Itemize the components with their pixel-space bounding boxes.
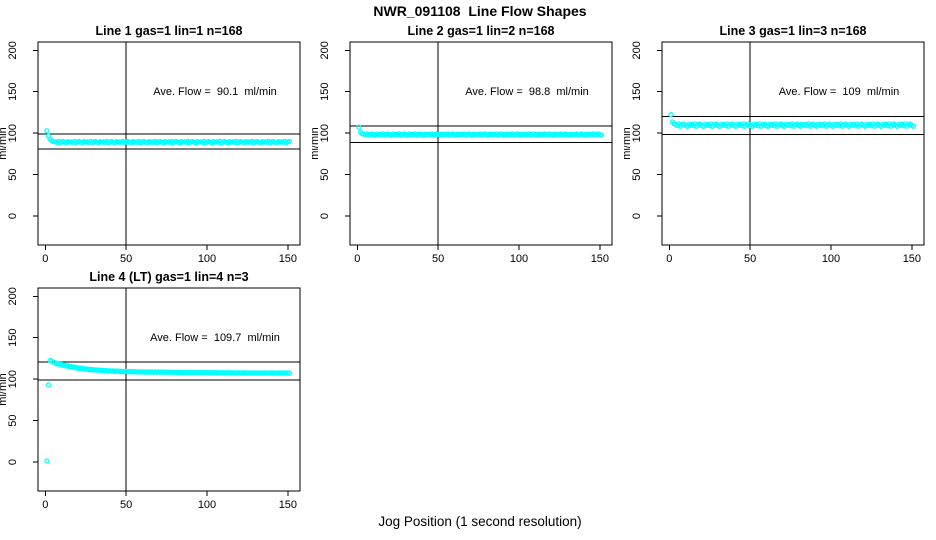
y-tick-label: 50 [631,168,643,180]
x-tick-label: 0 [42,253,48,265]
y-tick-label: 50 [7,414,19,426]
x-tick-label: 150 [903,253,921,265]
x-tick-label: 100 [510,253,528,265]
x-tick-label: 50 [744,253,756,265]
y-tick-label: 200 [7,287,19,305]
panel-title: Line 1 gas=1 lin=1 n=168 [95,24,243,38]
x-tick-label: 150 [279,499,297,511]
y-axis-label: ml/min [0,373,9,405]
axis-labels: 0 50 100 150 0 50 100 150 200 ml/min [0,41,297,265]
ave-flow-annotation: Ave. Flow = 109.7 ml/min [150,332,280,344]
y-axis-label: ml/min [312,127,321,159]
y-tick-label: 0 [319,213,331,219]
y-tick-label: 100 [7,124,19,142]
data-points [44,128,293,146]
y-tick-label: 100 [319,124,331,142]
figure-title: NWR_091108 Line Flow Shapes [373,3,587,19]
x-tick-label: 100 [198,253,216,265]
flow-data-point [668,111,674,118]
axes [33,287,301,496]
axes [33,41,301,250]
flow-data-point [45,382,52,388]
x-tick-label: 50 [120,253,132,265]
x-tick-label: 100 [822,253,840,265]
y-tick-label: 150 [7,329,19,347]
panel-line-1: Line 1 gas=1 lin=1 n=168 Ave. Flow = 90.… [0,22,312,270]
data-points [356,124,605,138]
y-tick-label: 200 [631,41,643,59]
x-tick-label: 0 [42,499,48,511]
flow-data-point [44,458,50,464]
panel-title: Line 2 gas=1 lin=2 n=168 [407,24,555,38]
plot-line-3: 0 50 100 150 0 50 100 150 200 ml/min [624,41,925,265]
axis-labels: 0 50 100 150 0 50 100 150 200 ml/min [624,41,921,265]
flow-data-point [286,138,293,145]
plot-line-2: 0 50 100 150 0 50 100 150 200 ml/min [312,41,613,265]
flow-data-point [598,132,605,138]
plot-line-1: 0 50 100 150 0 50 100 150 200 ml/min [0,41,301,265]
y-tick-label: 0 [631,213,643,219]
y-axis-label: ml/min [0,127,9,159]
y-axis-label: ml/min [624,127,633,159]
x-tick-label: 150 [279,253,297,265]
y-tick-label: 50 [7,168,19,180]
figure-xlabel: Jog Position (1 second resolution) [378,514,582,529]
ave-flow-annotation: Ave. Flow = 98.8 ml/min [465,86,589,98]
ave-flow-annotation: Ave. Flow = 109 ml/min [778,86,900,98]
y-tick-label: 150 [319,83,331,101]
y-tick-label: 100 [7,370,19,388]
reference-lines [662,42,924,245]
ave-flow-annotation: Ave. Flow = 90.1 ml/min [153,86,277,98]
panel-line-4: Line 4 (LT) gas=1 lin=4 n=3 Ave. Flow = … [0,268,312,516]
x-tick-label: 50 [432,253,444,265]
flow-data-point [910,123,917,129]
y-tick-label: 150 [7,83,19,101]
flow-data-point [286,370,293,376]
y-tick-label: 150 [631,83,643,101]
plot-line-4: 0 50 100 150 0 50 100 150 200 ml/min [0,287,301,511]
axes [657,41,925,250]
x-tick-label: 100 [198,499,216,511]
panel-title: Line 4 (LT) gas=1 lin=4 n=3 [89,270,249,284]
x-tick-label: 0 [354,253,360,265]
x-tick-label: 0 [666,253,672,265]
reference-lines [38,288,300,491]
y-tick-label: 200 [319,41,331,59]
axes [345,41,613,250]
y-tick-label: 50 [319,168,331,180]
flow-data-point [44,128,50,134]
flow-data-point [356,124,362,130]
data-points [668,111,917,129]
y-tick-label: 0 [7,459,19,465]
panel-line-3: Line 3 gas=1 lin=3 n=168 Ave. Flow = 109… [624,22,936,270]
panel-title: Line 3 gas=1 lin=3 n=168 [719,24,867,38]
axis-labels: 0 50 100 150 0 50 100 150 200 ml/min [312,41,609,265]
y-tick-label: 0 [7,213,19,219]
reference-lines [350,42,612,245]
panel-line-2: Line 2 gas=1 lin=2 n=168 Ave. Flow = 98.… [312,22,624,270]
data-points [44,357,293,464]
y-tick-label: 200 [7,41,19,59]
axis-labels: 0 50 100 150 0 50 100 150 200 ml/min [0,287,297,511]
x-tick-label: 50 [120,499,132,511]
x-tick-label: 150 [591,253,609,265]
y-tick-label: 100 [631,124,643,142]
